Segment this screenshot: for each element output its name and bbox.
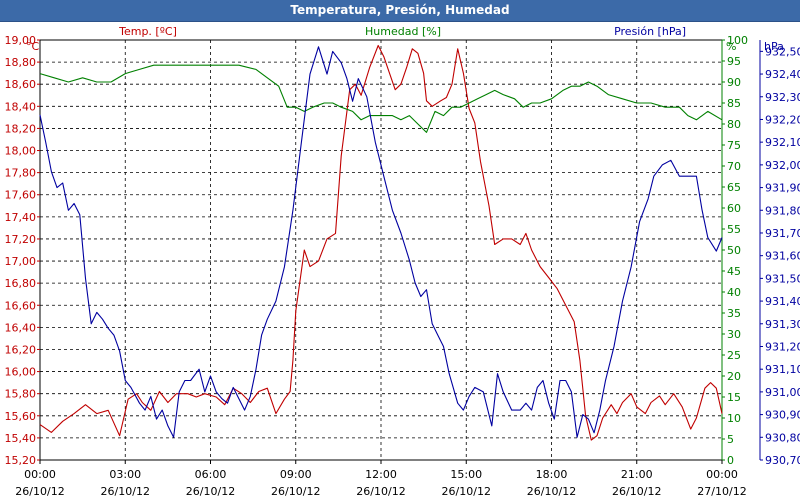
- temp-tick-label: 17,00: [5, 255, 37, 268]
- hum-tick-label: 35: [727, 307, 741, 320]
- hum-tick-label: 60: [727, 202, 741, 215]
- hum-tick-label: 15: [727, 391, 741, 404]
- series-line: [39, 46, 723, 438]
- pres-tick-label: 931,20: [765, 340, 800, 353]
- humidity-axis: %100959085807570656055504540353025201510…: [721, 34, 748, 467]
- pres-tick-label: 932,50: [765, 45, 800, 58]
- temp-tick-label: 18,20: [5, 122, 37, 135]
- x-tick-date: 26/10/12: [356, 485, 405, 498]
- series-line: [39, 64, 723, 133]
- x-tick-time: 00:00: [706, 468, 738, 481]
- hum-tick-label: 90: [727, 76, 741, 89]
- hum-tick-label: 85: [727, 97, 741, 110]
- title-bar: Temperatura, Presión, Humedad: [0, 0, 800, 22]
- hum-tick-label: 10: [727, 412, 741, 425]
- grid: [39, 39, 723, 461]
- x-tick-date: 26/10/12: [101, 485, 150, 498]
- temp-tick-label: 18,00: [5, 145, 37, 158]
- temp-tick-label: 17,80: [5, 167, 37, 180]
- series-lines: Temp. [ºC] Humedad [%] Presión [hPa]: [39, 25, 723, 441]
- pres-tick-label: 931,30: [765, 318, 800, 331]
- hum-tick-label: 80: [727, 118, 741, 131]
- pres-tick-label: 931,90: [765, 182, 800, 195]
- pres-tick-label: 930,80: [765, 431, 800, 444]
- x-tick-time: 15:00: [450, 468, 482, 481]
- pres-tick-label: 931,40: [765, 295, 800, 308]
- x-tick-date: 27/10/12: [697, 485, 746, 498]
- series-line: [39, 44, 723, 441]
- temp-tick-label: 17,60: [5, 189, 37, 202]
- pres-tick-label: 932,20: [765, 113, 800, 126]
- temp-unit-label: °C: [26, 40, 40, 53]
- hum-tick-label: 50: [727, 244, 741, 257]
- hum-tick-label: 5: [727, 433, 734, 446]
- legend-label: Humedad [%]: [365, 25, 441, 38]
- x-tick-time: 12:00: [365, 468, 397, 481]
- temp-tick-label: 16,00: [5, 366, 37, 379]
- hum-tick-label: 95: [727, 55, 741, 68]
- temp-tick-label: 15,40: [5, 432, 37, 445]
- pres-tick-label: 932,10: [765, 136, 800, 149]
- hum-tick-label: 55: [727, 223, 741, 236]
- hum-tick-label: 65: [727, 181, 741, 194]
- temp-tick-label: 15,80: [5, 388, 37, 401]
- temp-tick-label: 15,60: [5, 410, 37, 423]
- pres-tick-label: 932,40: [765, 68, 800, 81]
- pres-tick-label: 931,00: [765, 386, 800, 399]
- temperature-axis: °C19,00 18,80 18,60 18,40 18,20 18,00 17,80 17,…: [5, 34, 40, 467]
- pres-tick-label: 931,10: [765, 363, 800, 376]
- temp-tick-label: 16,60: [5, 299, 37, 312]
- x-tick-date: 26/10/12: [271, 485, 320, 498]
- chart-title: Temperatura, Presión, Humedad: [290, 3, 510, 17]
- time-axis: 00:00 26/10/12 03:00 26/10/12 06:00 26/10/12 0…: [15, 460, 747, 498]
- hum-tick-label: 40: [727, 286, 741, 299]
- temp-tick-label: 18,60: [5, 78, 37, 91]
- x-tick-date: 26/10/12: [442, 485, 491, 498]
- hum-tick-label: 30: [727, 328, 741, 341]
- x-tick-date: 26/10/12: [612, 485, 661, 498]
- x-tick-time: 18:00: [536, 468, 568, 481]
- temp-tick-label: 16,40: [5, 321, 37, 334]
- x-tick-time: 00:00: [24, 468, 56, 481]
- temp-tick-label: 17,40: [5, 211, 37, 224]
- pres-tick-label: 931,60: [765, 250, 800, 263]
- legend-label: Presión [hPa]: [614, 25, 686, 38]
- pres-tick-label: 932,00: [765, 159, 800, 172]
- hum-tick-label: 100: [727, 34, 748, 47]
- x-tick-time: 03:00: [109, 468, 141, 481]
- hum-tick-label: 20: [727, 370, 741, 383]
- hum-tick-label: 75: [727, 139, 741, 152]
- temp-tick-label: 19,00: [5, 34, 37, 47]
- pres-tick-label: 931,50: [765, 272, 800, 285]
- hum-tick-label: 25: [727, 349, 741, 362]
- x-tick-date: 26/10/12: [527, 485, 576, 498]
- temp-tick-label: 16,20: [5, 343, 37, 356]
- temp-tick-label: 17,20: [5, 233, 37, 246]
- temp-tick-label: 18,40: [5, 100, 37, 113]
- legend-label: Temp. [ºC]: [118, 25, 177, 38]
- hum-unit-label: %: [726, 40, 736, 53]
- pres-tick-label: 931,70: [765, 227, 800, 240]
- temp-tick-label: 15,20: [5, 454, 37, 467]
- hum-tick-label: 0: [727, 454, 734, 467]
- pres-tick-label: 930,70: [765, 454, 800, 467]
- x-tick-time: 21:00: [621, 468, 653, 481]
- pres-tick-label: 931,80: [765, 204, 800, 217]
- x-tick-time: 09:00: [280, 468, 312, 481]
- hum-tick-label: 45: [727, 265, 741, 278]
- hum-tick-label: 70: [727, 160, 741, 173]
- x-tick-date: 26/10/12: [15, 485, 64, 498]
- pres-tick-label: 930,90: [765, 409, 800, 422]
- pres-tick-label: 932,30: [765, 91, 800, 104]
- temp-tick-label: 18,80: [5, 56, 37, 69]
- x-tick-date: 26/10/12: [186, 485, 235, 498]
- x-tick-time: 06:00: [195, 468, 227, 481]
- temp-tick-label: 16,80: [5, 277, 37, 290]
- pres-unit-label: hPa: [764, 40, 784, 53]
